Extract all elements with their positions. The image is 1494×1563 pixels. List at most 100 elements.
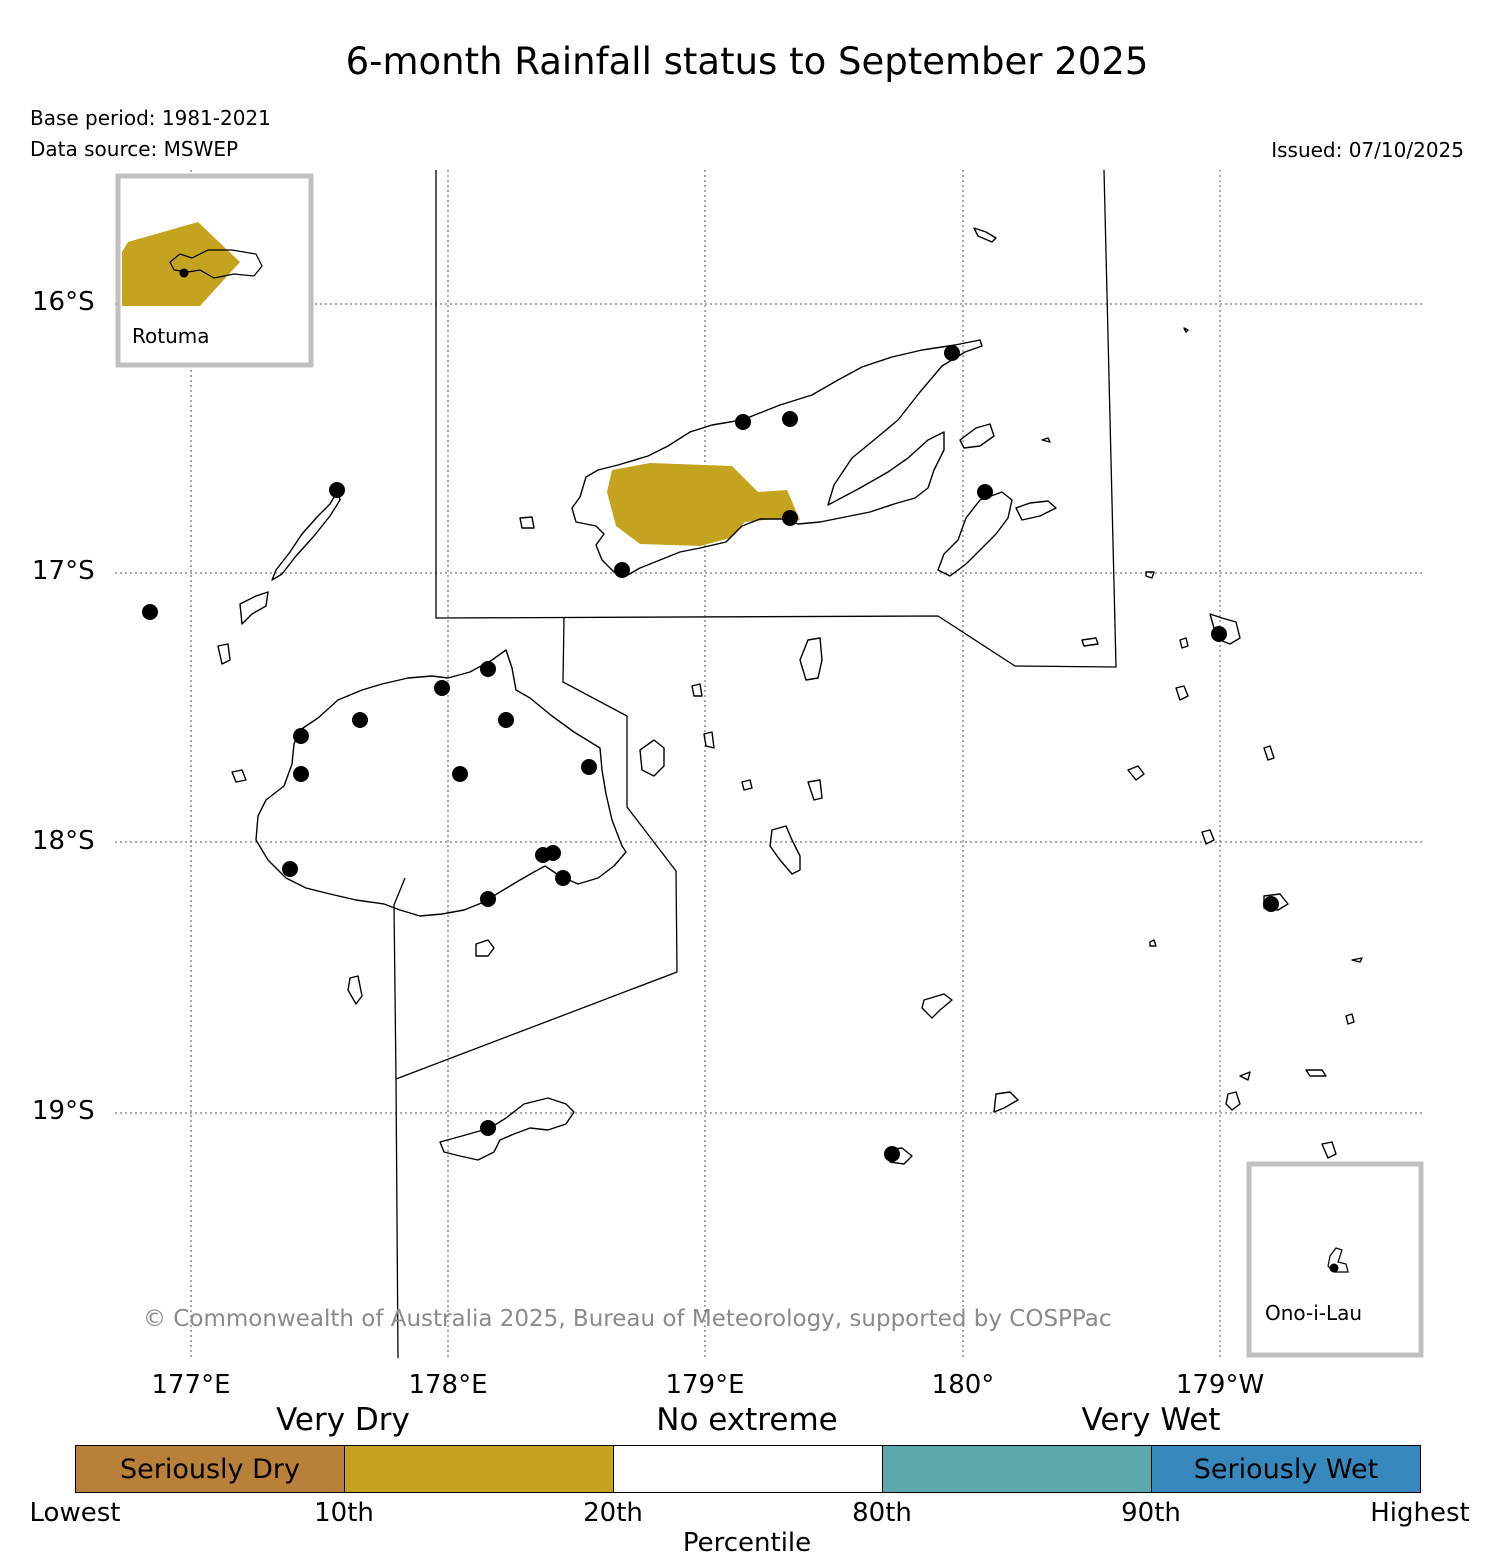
island-tiny-3 (1149, 939, 1157, 947)
station-dot (434, 680, 450, 696)
island-vatulele (347, 975, 363, 1005)
station-dot (1263, 896, 1279, 912)
data-source: Data source: MSWEP (30, 137, 239, 161)
station-dot (480, 891, 496, 907)
western-central-boundary-south (393, 877, 406, 1080)
division-boundaries (393, 169, 1117, 1359)
island-ogea (1305, 1069, 1327, 1077)
island-rotuma (169, 249, 263, 279)
island-kadavu (439, 1097, 575, 1161)
station-dot (498, 712, 514, 728)
island-tiny-6 (1041, 437, 1051, 443)
legend-tick-20th: 20th (583, 1498, 643, 1528)
island-vulaga (1321, 1141, 1337, 1159)
legend-tick-lowest: Lowest (29, 1498, 121, 1528)
island-tiny-2 (1263, 745, 1275, 761)
ono-i-lau-label: Ono-i-Lau (1265, 1301, 1363, 1325)
fiji-rainfall-map (115, 169, 1425, 1359)
lat-label-16s: 16°S (32, 287, 95, 317)
station-dot (581, 759, 597, 775)
island-cicia (1175, 685, 1189, 701)
station-dot (545, 845, 561, 861)
western-boundary-line (395, 1078, 399, 1359)
station-dot (329, 482, 345, 498)
legend-segment-very-dry (344, 1445, 614, 1493)
legend-tick-highest: Highest (1370, 1498, 1470, 1528)
legend-category-no-extreme: No extreme (656, 1402, 838, 1438)
island-mamanuca (231, 769, 247, 783)
legend-tick-10th: 10th (314, 1498, 374, 1528)
lat-label-19s: 19°S (32, 1096, 95, 1126)
station-dot (480, 1120, 496, 1136)
legend-segment-seriously-dry: Seriously Dry (75, 1445, 345, 1493)
station-dot (142, 604, 158, 620)
island-rabi (959, 423, 995, 449)
northern-division-boundary (435, 169, 1117, 668)
lat-label-18s: 18°S (32, 826, 95, 856)
station-dot (282, 861, 298, 877)
legend-segment-no-extreme (613, 1445, 883, 1493)
island-tiny-4 (1351, 957, 1363, 963)
lon-label-179e: 179°E (665, 1370, 745, 1400)
lon-label-179w: 179°W (1175, 1370, 1265, 1400)
legend-segment-seriously-wet: Seriously Wet (1151, 1445, 1421, 1493)
island-nairai (741, 779, 753, 791)
rotuma-very-dry-area (122, 222, 240, 306)
station-dot (944, 345, 960, 361)
island-tiny-5 (1239, 1071, 1251, 1081)
island-viti-levu (255, 649, 627, 917)
station-dot (782, 510, 798, 526)
station-dot (555, 870, 571, 886)
island-batiki (703, 731, 715, 749)
issued-date: Issued: 07/10/2025 (1271, 138, 1464, 162)
lon-label-178e: 178°E (408, 1370, 488, 1400)
island-totoya (993, 1091, 1019, 1113)
legend-tick-80th: 80th (852, 1498, 912, 1528)
island-oneata (1201, 829, 1215, 845)
island-tuvuca (1179, 637, 1189, 649)
base-period: Base period: 1981-2021 (30, 106, 271, 130)
station-dot (293, 728, 309, 744)
island-vatoa (1345, 1013, 1355, 1025)
station-dot (1211, 626, 1227, 642)
island-koro (769, 825, 801, 875)
island-cikobia (973, 227, 997, 243)
island-mago (1081, 637, 1099, 647)
rotuma-inset (115, 173, 314, 368)
legend-segment-label: Seriously Wet (1193, 1454, 1379, 1485)
island-tiny-7 (1183, 327, 1189, 333)
island-yasawa-chain (271, 489, 341, 581)
station-dot (352, 712, 368, 728)
island-moala (921, 993, 953, 1019)
island-beqa (475, 939, 495, 957)
station-dot (293, 766, 309, 782)
island-gau-b (639, 739, 665, 777)
station-dot-rotuma (179, 268, 189, 278)
stations (142, 345, 1279, 1162)
station-dot-ono-i-lau (1329, 1263, 1339, 1273)
ono-i-lau-inset-frame (1246, 1161, 1424, 1358)
island-qamea (1015, 500, 1057, 521)
lon-label-177e: 177°E (151, 1370, 231, 1400)
legend-tick-90th: 90th (1121, 1498, 1181, 1528)
island-vanua-levu (571, 339, 983, 577)
eastern-division-boundary (395, 617, 678, 1080)
island-naviti (217, 643, 231, 665)
ono-i-lau-inset (1246, 1161, 1424, 1358)
island-taveuni (937, 491, 1013, 577)
island-wakaya (807, 779, 823, 801)
station-dot (977, 484, 993, 500)
island-kabara (1225, 1091, 1241, 1111)
island-waya (239, 591, 269, 625)
map-title: 6-month Rainfall status to September 202… (345, 40, 1149, 83)
station-dot (614, 562, 630, 578)
island-yadua (519, 516, 535, 529)
island-ono-i-lau (1327, 1247, 1349, 1273)
legend-axis-label: Percentile (682, 1528, 812, 1558)
island-makogai (691, 683, 703, 697)
station-dot (782, 411, 798, 427)
station-dot (452, 766, 468, 782)
lon-label-180: 180° (931, 1370, 995, 1400)
islands (217, 227, 1363, 1165)
lat-label-17s: 17°S (32, 556, 95, 586)
